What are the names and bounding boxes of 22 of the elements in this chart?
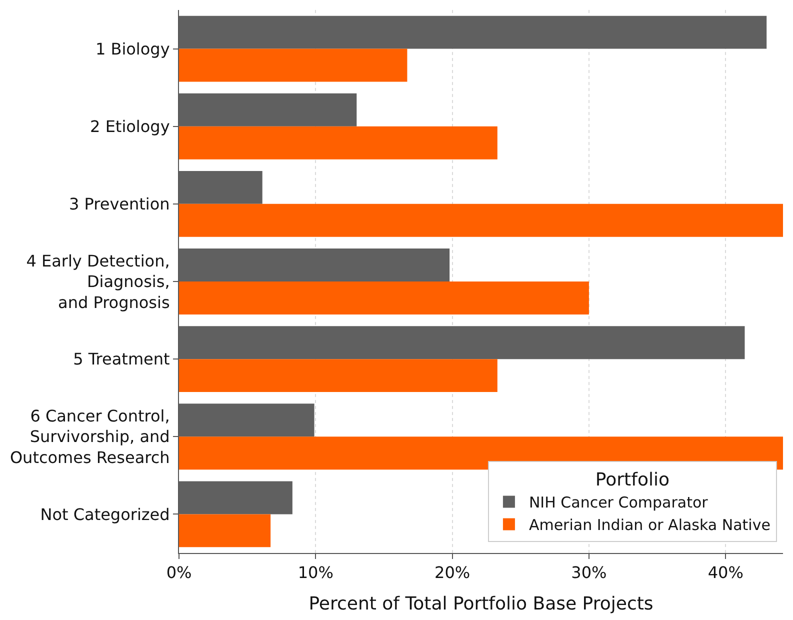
y-tick-label: 5 Treatment bbox=[73, 350, 170, 369]
x-tick-label: 40% bbox=[708, 563, 744, 582]
y-tick-label: Not Categorized bbox=[40, 504, 170, 524]
bar bbox=[179, 514, 271, 548]
x-axis-title: Percent of Total Portfolio Base Projects bbox=[308, 593, 654, 614]
y-tick-label: 3 Prevention bbox=[68, 194, 170, 214]
x-tick-label: 10% bbox=[298, 563, 334, 582]
bar bbox=[179, 48, 408, 82]
legend-label: Amerian Indian or Alaska Native bbox=[528, 516, 770, 534]
bar bbox=[179, 359, 498, 392]
x-tick-label: 30% bbox=[571, 563, 607, 582]
x-tick-label: 0% bbox=[166, 563, 192, 582]
y-tick-label: 6 Cancer Control, Survivorship, and Outcomes Research bbox=[10, 406, 170, 468]
y-tick-label: 2 Etiology bbox=[90, 116, 170, 136]
bar bbox=[179, 282, 589, 314]
bar bbox=[179, 126, 498, 160]
y-tick-label: 4 Early Detection, Diagnosis, and Prognosis bbox=[26, 251, 170, 312]
y-tick-label: 1 Biology bbox=[95, 39, 170, 58]
legend-label: NIH Cancer Comparator bbox=[528, 494, 709, 512]
bar bbox=[179, 204, 783, 237]
x-tick-label: 20% bbox=[434, 563, 470, 582]
legend-title: Portfolio bbox=[595, 470, 670, 491]
